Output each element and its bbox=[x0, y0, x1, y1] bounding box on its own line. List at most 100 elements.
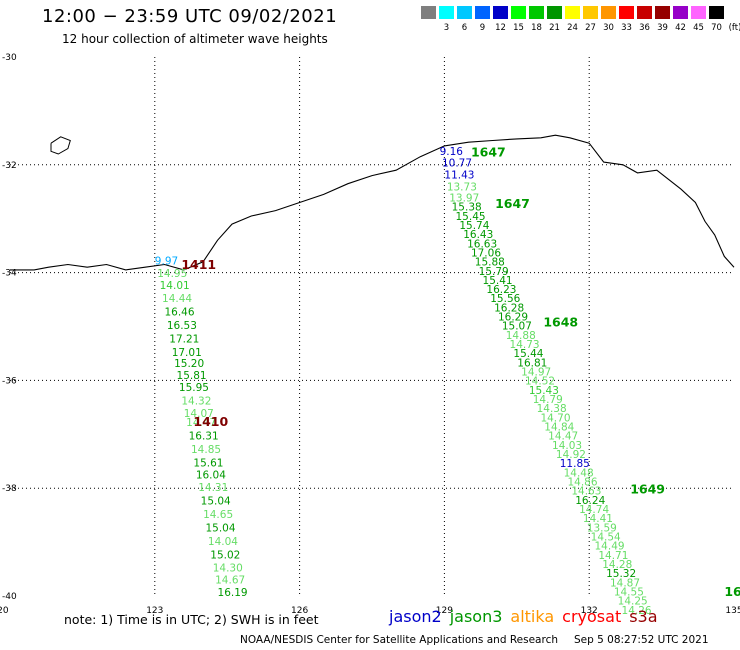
legend-swatch bbox=[709, 6, 724, 19]
credit-line: NOAA/NESDIS Center for Satellite Applica… bbox=[240, 634, 709, 646]
lon-tick-label: 129 bbox=[436, 606, 453, 616]
swh-value: 14.07 bbox=[184, 408, 214, 420]
pass-time-label: 1647 bbox=[471, 145, 506, 160]
legend-label: 24 bbox=[567, 23, 578, 33]
legend-label: 9 bbox=[479, 23, 486, 33]
legend-swatch bbox=[619, 6, 634, 19]
legend-swatch bbox=[583, 6, 598, 19]
swh-value: 16.53 bbox=[167, 320, 197, 332]
swh-value: 15.88 bbox=[475, 257, 505, 269]
swh-value: 11.43 bbox=[444, 169, 474, 181]
swh-value: 15.02 bbox=[210, 549, 240, 561]
pass-time-label: 1651 bbox=[724, 584, 740, 599]
legend-swatch bbox=[511, 6, 526, 19]
australia-coastline bbox=[10, 134, 735, 271]
swh-value: 14.31 bbox=[198, 482, 228, 494]
swh-value: 15.61 bbox=[193, 458, 223, 470]
swh-value: 14.97 bbox=[521, 367, 551, 379]
swh-value: 14.52 bbox=[525, 376, 555, 388]
swh-value: 15.41 bbox=[483, 275, 513, 287]
legend-label: 18 bbox=[531, 23, 542, 33]
swh-value: 14.01 bbox=[160, 280, 190, 292]
legend-swatch bbox=[565, 6, 580, 19]
legend-swatch bbox=[547, 6, 562, 19]
swh-value: 15.20 bbox=[174, 358, 204, 370]
swh-value: 14.38 bbox=[537, 403, 567, 415]
swh-value: 15.95 bbox=[179, 382, 209, 394]
timestamp: Sep 5 08:27:52 UTC 2021 bbox=[574, 634, 709, 646]
footer-note: note: 1) Time is in UTC; 2) SWH is in fe… bbox=[64, 612, 319, 627]
map-subtitle: 12 hour collection of altimeter wave hei… bbox=[62, 32, 328, 46]
satellite-jason3: jason3 bbox=[449, 607, 503, 626]
swh-value: 14.28 bbox=[602, 559, 632, 571]
swh-value: 17.21 bbox=[169, 334, 199, 346]
island-outline bbox=[50, 136, 71, 155]
credit-text: NOAA/NESDIS Center for Satellite Applica… bbox=[240, 634, 558, 646]
swh-value: 14.26 bbox=[622, 605, 652, 617]
legend-unit: (ft) bbox=[728, 23, 740, 33]
swh-value: 14.92 bbox=[556, 449, 586, 461]
swh-value: 14.47 bbox=[548, 431, 578, 443]
pass-time-label: 1647 bbox=[495, 196, 530, 211]
swh-value: 16.31 bbox=[189, 431, 219, 443]
swh-value: 15.07 bbox=[502, 321, 532, 333]
swh-value: 11.85 bbox=[560, 458, 590, 470]
legend-label: 27 bbox=[585, 23, 596, 33]
swh-value: 16.04 bbox=[196, 469, 226, 481]
swh-value: 14.70 bbox=[540, 412, 570, 424]
swh-value: 15.45 bbox=[456, 211, 486, 223]
swh-value: 15.04 bbox=[201, 495, 231, 507]
satellite-jason2: jason2 bbox=[389, 607, 442, 626]
swh-value: 15.43 bbox=[529, 385, 559, 397]
swh-value: 14.49 bbox=[595, 541, 625, 553]
legend-swatch bbox=[439, 6, 454, 19]
swh-value: 16.43 bbox=[463, 229, 493, 241]
lon-tick-label: 126 bbox=[291, 606, 308, 616]
swh-value: 14.85 bbox=[191, 444, 221, 456]
legend-label: 39 bbox=[657, 23, 668, 33]
satellite-altika: altika bbox=[510, 607, 555, 626]
swh-value: 15.81 bbox=[177, 370, 207, 382]
swh-value: 15.44 bbox=[513, 348, 543, 360]
pass-time-label: 1649 bbox=[630, 482, 665, 497]
satellite-cryosat: cryosat bbox=[562, 607, 622, 626]
satellite-legend: jason2 jason3 altika cryosat s3a bbox=[389, 607, 666, 626]
swh-value: 15.74 bbox=[459, 220, 489, 232]
legend-swatch bbox=[655, 6, 670, 19]
legend-label: 42 bbox=[675, 23, 686, 33]
swh-value: 16.23 bbox=[486, 284, 516, 296]
swh-value: 14.55 bbox=[614, 586, 644, 598]
swh-value: 9.97 bbox=[155, 256, 178, 268]
axis-ticks: 120 123 126 129 132 135 -30 -32 -34 -36 -38 -40 bbox=[0, 53, 740, 616]
swh-value: 16.28 bbox=[494, 302, 524, 314]
swh-value: 14.25 bbox=[618, 596, 648, 608]
lon-tick-label: 135 bbox=[725, 606, 740, 616]
legend-label: 15 bbox=[513, 23, 524, 33]
swh-value: 13.59 bbox=[587, 522, 617, 534]
lat-tick-label: -40 bbox=[2, 592, 17, 602]
coastline bbox=[10, 134, 735, 271]
swh-value: 13.97 bbox=[449, 192, 479, 204]
track-west: 9.9714.9514.0114.4416.4616.5317.2117.011… bbox=[155, 256, 248, 599]
lon-tick-label: 132 bbox=[581, 606, 598, 616]
swh-value: 14.30 bbox=[213, 563, 243, 575]
altimeter-tracks: 9.9714.9514.0114.4416.4616.5317.2117.011… bbox=[155, 145, 740, 617]
legend-swatch bbox=[673, 6, 688, 19]
swh-value: 10.77 bbox=[442, 157, 472, 169]
lon-tick-label: 123 bbox=[146, 606, 163, 616]
legend-swatch bbox=[457, 6, 472, 19]
swh-value: 14.54 bbox=[591, 531, 621, 543]
swh-value: 16.29 bbox=[498, 312, 528, 324]
legend-label: 30 bbox=[603, 23, 614, 33]
swh-value: 14.47 bbox=[186, 417, 216, 429]
swh-value: 14.86 bbox=[567, 477, 597, 489]
legend-label: 33 bbox=[621, 23, 632, 33]
legend-label: 36 bbox=[639, 23, 650, 33]
swh-value: 14.65 bbox=[203, 509, 233, 521]
lat-tick-label: -30 bbox=[2, 53, 17, 63]
pass-time-label: 1648 bbox=[543, 315, 578, 330]
swh-value: 15.04 bbox=[205, 522, 235, 534]
swh-value: 13.73 bbox=[447, 182, 477, 194]
